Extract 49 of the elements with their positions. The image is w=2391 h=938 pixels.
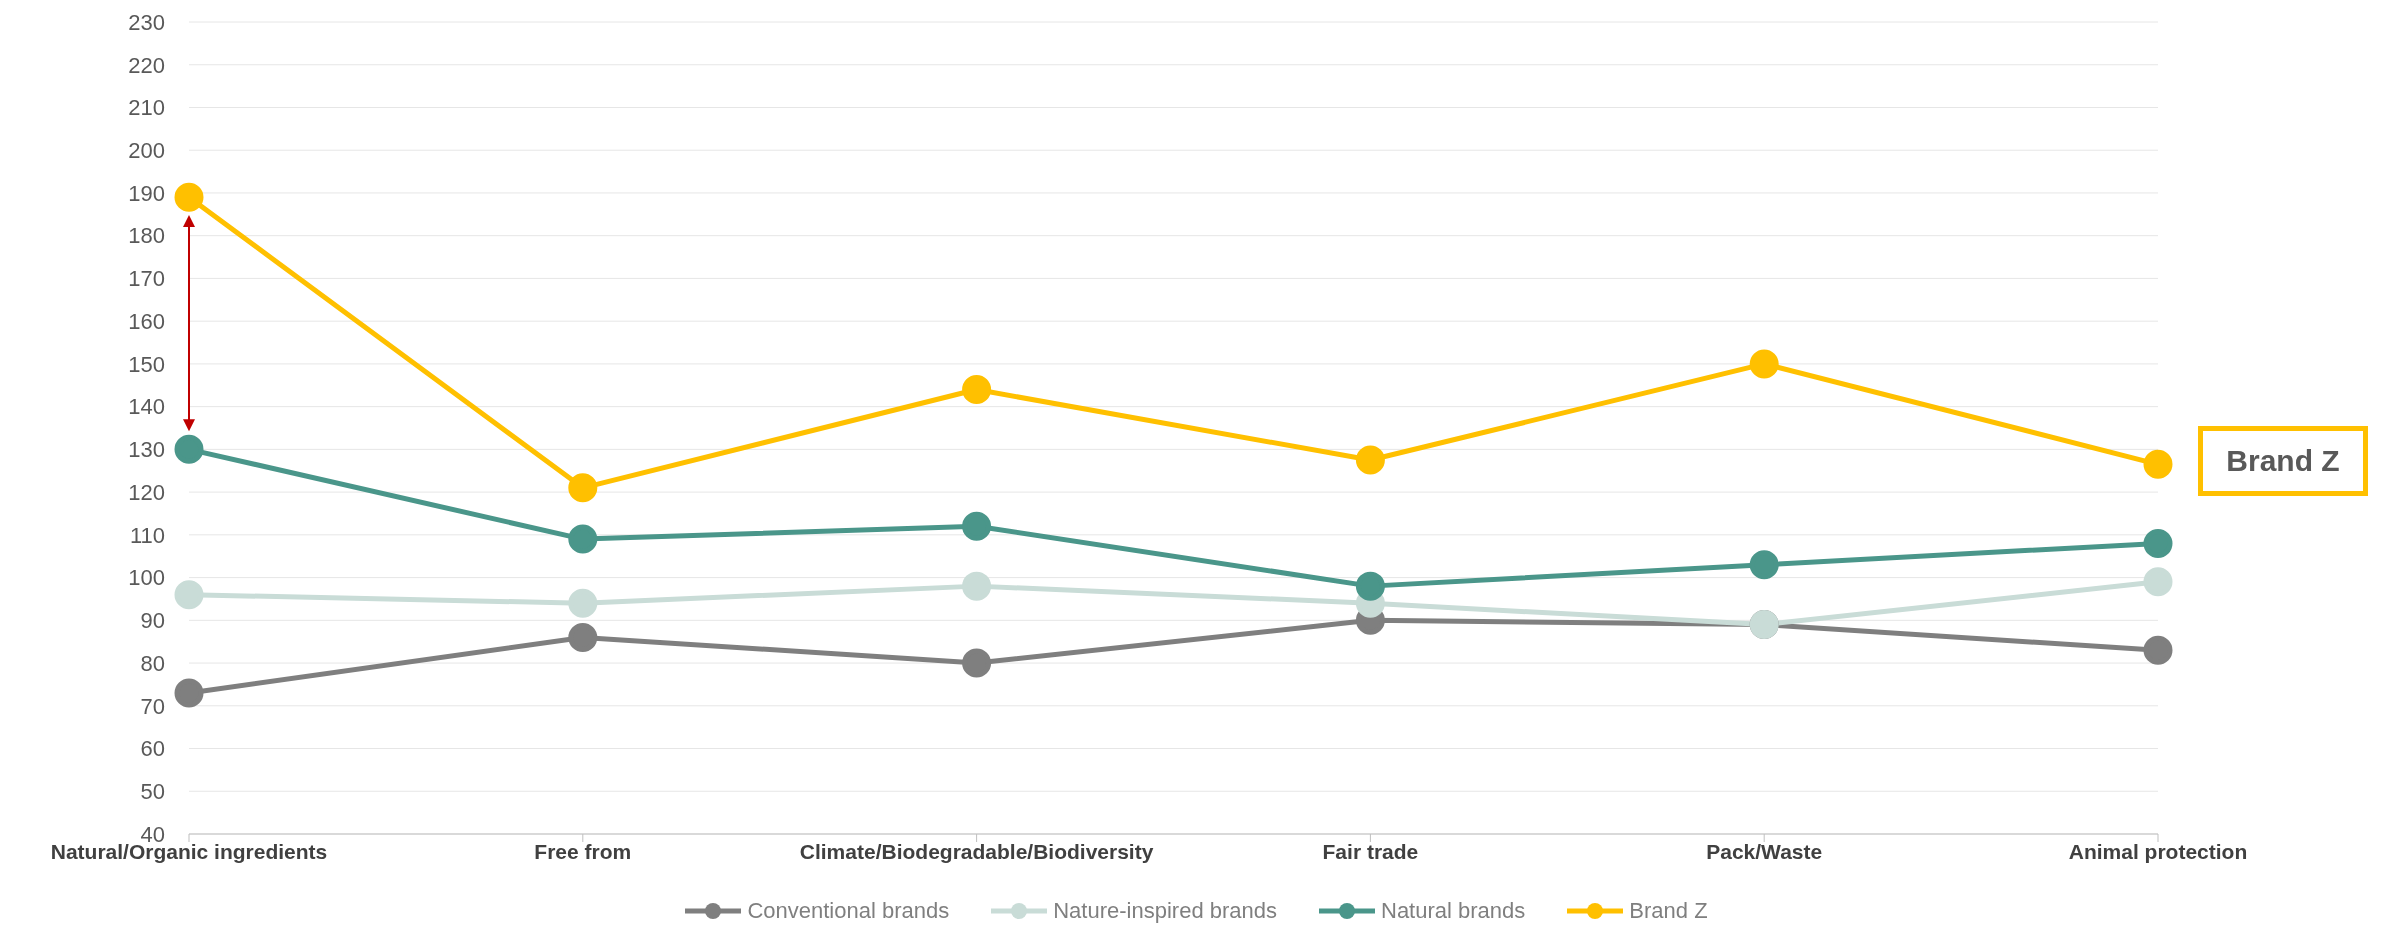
point [1355, 571, 1385, 601]
x-tick-label: Pack/Waste [1706, 839, 1823, 863]
y-tick-label: 70 [140, 693, 165, 719]
x-tick-label: Animal protection [2068, 839, 2248, 863]
point [568, 524, 598, 554]
point [174, 434, 204, 464]
legend-label: Brand Z [1628, 898, 1708, 924]
point [2143, 567, 2173, 597]
point [1749, 550, 1779, 580]
y-tick-label: 180 [128, 223, 165, 249]
y-tick-label: 110 [129, 522, 165, 548]
y-tick-label: 130 [128, 437, 165, 463]
legend-label: Natural brands [1380, 898, 1526, 924]
x-tick-label: Fair trade [1322, 839, 1419, 863]
point [962, 375, 992, 405]
point [2143, 635, 2173, 665]
point [174, 580, 204, 610]
legend-label: Nature-inspired brands [1052, 898, 1277, 924]
x-tick-label: Climate/Biodegradable/Biodiversity [799, 839, 1154, 863]
point [962, 571, 992, 601]
legend-label: Conventional brands [746, 898, 950, 924]
y-tick-label: 150 [128, 351, 165, 377]
y-tick-label: 210 [128, 95, 165, 121]
point [568, 473, 598, 503]
y-tick-label: 230 [128, 9, 165, 35]
y-tick-label: 80 [140, 650, 165, 676]
y-tick-label: 190 [128, 180, 165, 206]
y-tick-label: 90 [140, 608, 165, 634]
point [568, 622, 598, 652]
point [1355, 445, 1385, 475]
text: Brand Z [2226, 444, 2340, 478]
point [174, 678, 204, 708]
y-tick-label: 220 [128, 52, 165, 78]
y-tick-label: 140 [128, 394, 165, 420]
x-tick-label: Free from [534, 839, 632, 863]
y-tick-label: 100 [128, 565, 165, 591]
point [962, 511, 992, 541]
point [174, 182, 204, 212]
point [1749, 349, 1779, 379]
point [2143, 528, 2173, 558]
y-tick-label: 50 [140, 779, 165, 805]
y-tick-label: 200 [128, 138, 165, 164]
point [2143, 449, 2173, 479]
y-tick-label: 60 [140, 736, 165, 762]
point [568, 588, 598, 618]
point [962, 648, 992, 678]
y-tick-label: 170 [128, 266, 165, 292]
y-tick-label: 120 [128, 479, 165, 505]
y-tick-label: 160 [128, 308, 165, 334]
